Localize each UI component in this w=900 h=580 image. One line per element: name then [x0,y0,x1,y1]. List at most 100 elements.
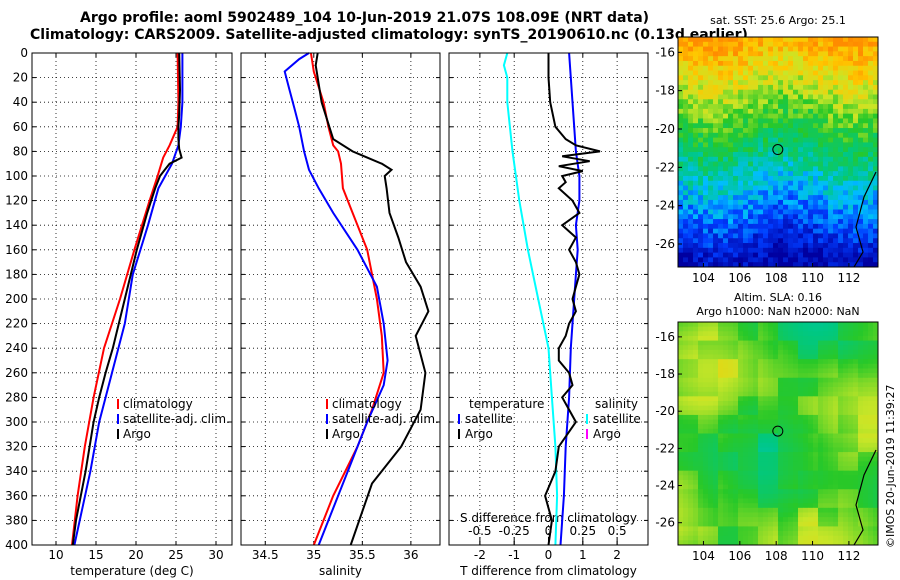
map-cell [848,195,854,201]
map-cell [703,142,709,148]
map-cell [783,118,789,124]
map-cell [818,391,824,397]
map-cell [753,132,759,139]
map-cell [768,41,774,47]
map-cell [738,113,744,119]
map-cell [873,233,879,239]
map-cell [698,228,704,234]
map-cell [808,190,814,196]
map-cell [853,99,859,105]
map-cell [698,400,704,407]
map-cell [778,447,784,453]
map-cell [863,387,869,393]
map-cell [808,51,814,57]
map-cell [713,410,719,416]
map-cell [758,335,764,341]
map-cell [828,247,834,254]
map-cell [683,535,689,541]
map-cell [698,340,704,346]
map-cell [798,493,804,499]
map-cell [823,484,829,490]
map-cell [688,46,694,52]
map-cell [733,373,739,379]
map-cell [678,377,684,383]
map-cell [733,89,739,95]
map-cell [688,414,694,420]
map-cell [803,51,809,57]
map-cell [708,219,714,225]
map-cell [748,219,754,225]
map-cell [833,262,839,268]
map-cell [718,152,724,158]
map-cell [808,199,814,206]
map-cell [863,132,869,139]
map-cell [703,70,709,76]
map-cell [833,219,839,225]
map-cell [818,262,824,268]
map-cell [743,466,749,472]
map-cell [678,89,684,95]
map-cell [678,433,684,439]
map-cell [823,108,829,115]
map-cell [853,442,859,448]
map-cell [718,493,724,499]
map-cell [683,466,689,472]
map-cell [798,359,804,365]
map-cell [823,209,829,215]
map-cell [748,161,754,167]
map-cell [818,326,824,332]
map-cell [693,531,699,537]
map-cell [838,322,844,328]
map-cell [848,470,854,476]
map-cell [798,233,804,239]
map-cell [838,65,844,71]
map-cell [833,113,839,119]
map-cell [813,331,819,337]
map-cell [778,161,784,167]
map-cell [768,359,774,365]
map-cell [773,147,779,153]
map-cell [778,243,784,249]
map-cell [733,60,739,67]
map-cell [873,400,879,407]
map-cell [693,322,699,328]
map-cell [723,391,729,397]
map-cell [693,517,699,523]
map-cell [838,161,844,167]
map-cell [848,484,854,490]
map-cell [723,461,729,467]
map-cell [738,349,744,355]
map-cell [728,199,734,206]
map-cell [853,377,859,383]
map-cell [778,195,784,201]
map-cell [783,185,789,191]
map-cell [798,209,804,215]
map-cell [693,137,699,143]
map-cell [853,433,859,439]
map-cell [833,199,839,206]
map-cell [793,94,799,100]
map-cell [778,204,784,210]
map-cell [793,180,799,186]
map-cell [718,219,724,225]
map-cell [718,503,724,509]
map-x-tick-label: 106 [728,549,751,563]
map-cell [713,466,719,472]
map-cell [788,89,794,95]
map-cell [818,195,824,201]
map-cell [708,391,714,397]
map-cell [833,190,839,196]
map-cell [703,326,709,332]
map-cell [793,466,799,472]
map-cell [813,391,819,397]
map-cell [793,175,799,182]
map-cell [713,128,719,134]
map-cell [778,108,784,115]
map-cell [718,470,724,476]
map-cell [693,156,699,162]
map-cell [738,419,744,425]
map-cell [843,484,849,490]
map-cell [788,171,794,177]
map-y-tick-label: -24 [655,199,675,213]
map-cell [868,118,874,124]
